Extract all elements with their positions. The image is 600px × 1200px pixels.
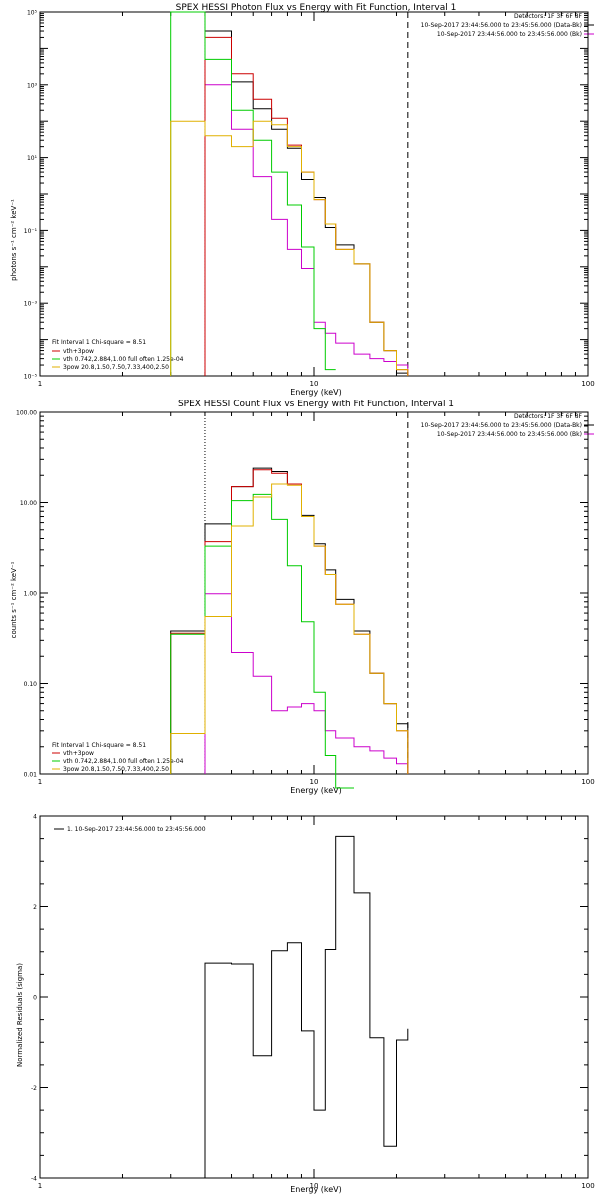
plot-frame xyxy=(39,411,589,775)
y-tick-label: 1.00 xyxy=(24,591,38,598)
series-line-0 xyxy=(170,467,409,774)
residuals-panel: Energy (keV) Normalized Residuals (sigma… xyxy=(0,800,600,1200)
legend-entry: 1. 10-Sep-2017 23:44:56.000 to 23:45:56.… xyxy=(67,826,206,833)
fit-entry-3pow: 3pow 20.8,1.50,7.50,7.33,400,2.50 xyxy=(63,364,169,371)
y-tick-label: 10⁵ xyxy=(27,10,38,17)
x-tick-label: 10 xyxy=(310,1182,319,1190)
x-tick-label: 10 xyxy=(310,778,319,786)
y-tick-label: 10³ xyxy=(27,82,38,89)
x-axis-label: Energy (keV) xyxy=(290,786,342,795)
y-tick-label: 10⁻⁵ xyxy=(24,374,38,381)
chart-title: SPEX HESSI Photon Flux vs Energy with Fi… xyxy=(176,3,457,13)
chart-title: SPEX HESSI Count Flux vs Energy with Fit… xyxy=(178,400,454,409)
fit-entry-vth3pow: vth+3pow xyxy=(63,348,94,355)
series-line-2 xyxy=(204,36,409,376)
x-axis-label: Energy (keV) xyxy=(290,1185,342,1194)
y-tick-label: -4 xyxy=(31,1176,37,1183)
detectors-label: Detectors: 1F 3F 6F 8F xyxy=(514,413,583,420)
y-tick-label: 100.00 xyxy=(16,410,37,417)
residuals-chart: Energy (keV) Normalized Residuals (sigma… xyxy=(16,814,595,1195)
header-line-data-bk: 10-Sep-2017 23:44:56.000 to 23:45:56.000… xyxy=(421,22,582,29)
y-axis-label: Normalized Residuals (sigma) xyxy=(16,963,24,1067)
y-tick-label: 10⁻³ xyxy=(24,301,38,308)
count-flux-panel: SPEX HESSI Count Flux vs Energy with Fit… xyxy=(0,400,600,800)
photon-flux-chart: SPEX HESSI Photon Flux vs Energy with Fi… xyxy=(10,3,595,397)
series-line-2 xyxy=(170,469,409,774)
y-tick-label: 10⁻¹ xyxy=(24,228,38,235)
header-line-bk: 10-Sep-2017 23:44:56.000 to 23:45:56.000… xyxy=(437,431,582,438)
series-line-0 xyxy=(204,30,409,376)
fit-info-title: Fit Interval 1 Chi-square = 8.51 xyxy=(52,742,146,749)
y-tick-label: 2 xyxy=(33,904,37,911)
x-tick-label: 100 xyxy=(581,778,594,786)
x-tick-label: 100 xyxy=(581,380,594,388)
series-line-0 xyxy=(204,835,409,1178)
series-line-3 xyxy=(170,493,354,789)
series-line-1 xyxy=(204,593,409,774)
y-tick-label: 10¹ xyxy=(27,155,38,162)
fit-entry-vth: vth 0.742,2.884,1.00 full often 1.25e-04 xyxy=(63,758,184,765)
series-line-4 xyxy=(170,120,409,376)
x-tick-label: 1 xyxy=(38,380,42,388)
photon-flux-panel: SPEX HESSI Photon Flux vs Energy with Fi… xyxy=(0,0,600,400)
x-tick-label: 100 xyxy=(581,1182,594,1190)
fit-entry-vth3pow: vth+3pow xyxy=(63,750,94,757)
count-flux-chart: SPEX HESSI Count Flux vs Energy with Fit… xyxy=(10,400,595,795)
header-line-bk: 10-Sep-2017 23:44:56.000 to 23:45:56.000… xyxy=(437,31,582,38)
x-axis-label: Energy (keV) xyxy=(290,388,342,397)
plot-frame xyxy=(39,815,589,1179)
y-axis-label: counts s⁻¹ cm⁻² keV⁻¹ xyxy=(10,561,18,638)
y-tick-label: 4 xyxy=(33,814,37,821)
series-line-3 xyxy=(170,11,336,376)
fit-entry-3pow: 3pow 20.8,1.50,7.50,7.33,400,2.50 xyxy=(63,766,169,773)
detectors-label: Detectors: 1F 3F 6F 8F xyxy=(514,13,583,20)
fit-info-title: Fit Interval 1 Chi-square = 8.51 xyxy=(52,339,146,346)
x-tick-label: 1 xyxy=(38,1182,42,1190)
fit-entry-vth: vth 0.742,2.884,1.00 full often 1.25e-04 xyxy=(63,356,184,363)
x-tick-label: 10 xyxy=(310,380,319,388)
series-line-4 xyxy=(170,483,409,774)
y-tick-label: 0.10 xyxy=(24,681,38,688)
y-tick-label: -2 xyxy=(31,1085,37,1092)
header-line-data-bk: 10-Sep-2017 23:44:56.000 to 23:45:56.000… xyxy=(421,422,582,429)
y-axis-label: photons s⁻¹ cm⁻² keV⁻¹ xyxy=(10,199,18,281)
y-tick-label: 10.00 xyxy=(20,500,37,507)
y-tick-label: 0 xyxy=(33,995,37,1002)
y-tick-label: 0.01 xyxy=(24,772,38,779)
series-line-1 xyxy=(204,84,409,376)
x-tick-label: 1 xyxy=(38,778,42,786)
